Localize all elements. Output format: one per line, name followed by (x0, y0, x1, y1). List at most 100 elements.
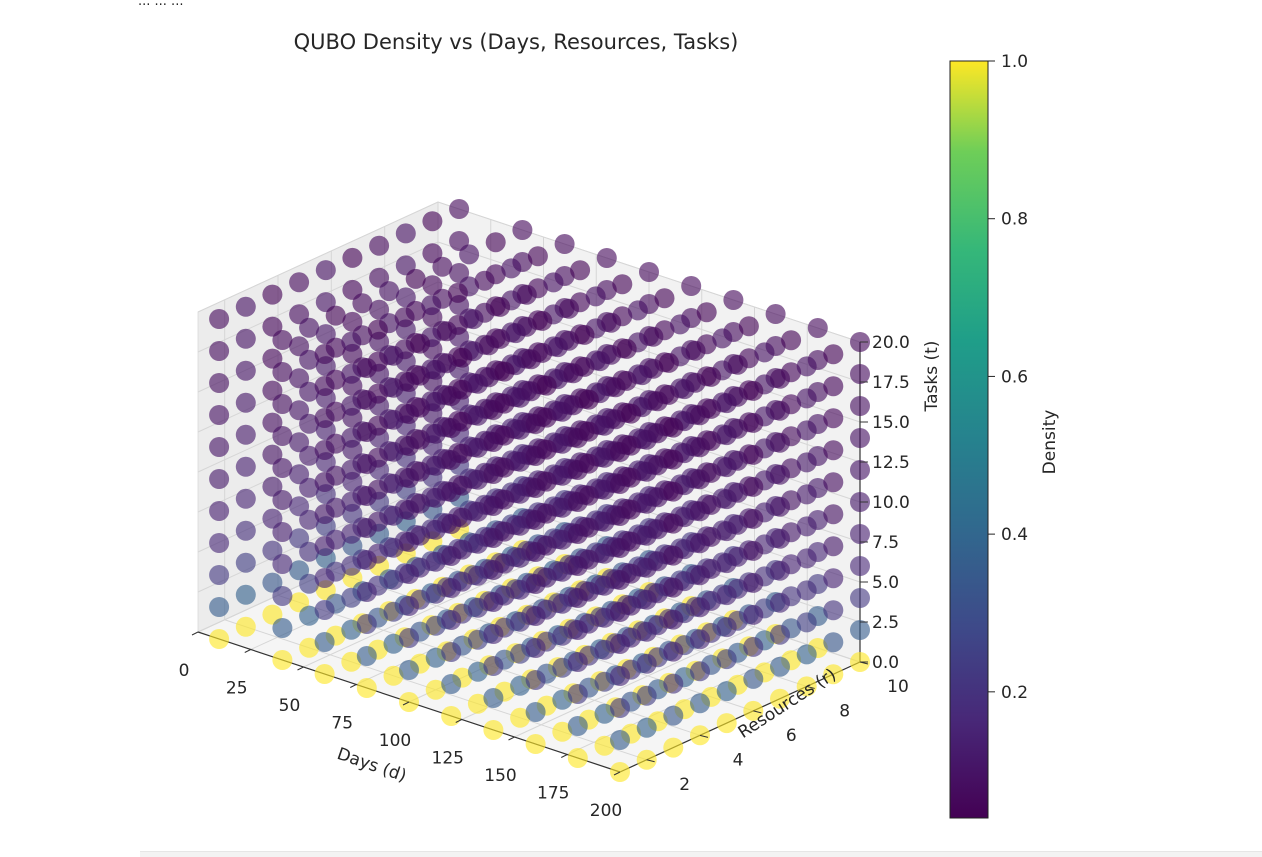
data-point (525, 670, 546, 690)
data-point (425, 615, 446, 636)
data-point (567, 524, 588, 544)
z-tick-label: 5.0 (872, 573, 899, 593)
data-point (823, 440, 844, 461)
data-point (823, 632, 844, 653)
data-point (594, 543, 615, 564)
data-point (510, 579, 531, 600)
data-point (449, 199, 470, 219)
data-point (299, 381, 320, 402)
data-point (209, 501, 230, 521)
data-point (483, 560, 504, 580)
data-point (585, 286, 606, 307)
data-point (441, 386, 462, 406)
data-point (432, 256, 453, 277)
data-point (636, 429, 657, 450)
data-point (314, 600, 335, 620)
data-point (399, 468, 419, 488)
data-point (610, 474, 630, 494)
data-point (670, 314, 691, 335)
data-point (356, 422, 377, 442)
x-tick-mark (297, 666, 304, 671)
data-point (299, 445, 320, 466)
data-point (690, 725, 710, 746)
data-point (299, 477, 320, 498)
data-point (552, 465, 573, 486)
data-point (610, 698, 630, 718)
data-point (383, 569, 404, 590)
data-point (527, 246, 548, 267)
data-point (743, 444, 764, 465)
data-point (436, 321, 457, 342)
data-point (690, 437, 710, 458)
data-point (516, 284, 537, 305)
data-point (727, 354, 748, 375)
data-point (341, 523, 362, 544)
data-point (850, 588, 870, 608)
data-point (610, 602, 630, 622)
data-point (616, 338, 637, 359)
x-tick-mark (613, 771, 621, 776)
data-point (823, 536, 844, 557)
data-point (690, 597, 710, 618)
colorbar-label: Density (1040, 410, 1060, 475)
data-point (636, 685, 657, 706)
data-point (510, 419, 531, 440)
data-point (701, 366, 722, 387)
data-point (567, 684, 588, 704)
data-point (356, 550, 377, 570)
data-point (425, 583, 446, 604)
y-tick-mark (699, 734, 709, 738)
data-point (483, 624, 504, 644)
data-point (209, 533, 230, 553)
data-point (796, 452, 817, 473)
data-point (552, 689, 573, 710)
colorbar-tick-label: 0.6 (1001, 367, 1028, 387)
data-point (743, 508, 764, 529)
data-point (554, 234, 575, 254)
data-point (341, 427, 362, 448)
data-point (552, 497, 573, 518)
x-tick-label: 200 (590, 801, 622, 821)
data-point (716, 617, 737, 638)
data-point (483, 400, 504, 420)
x-tick-mark (402, 701, 410, 706)
data-point (796, 548, 817, 569)
data-point (405, 268, 426, 289)
data-point (272, 554, 293, 574)
data-point (441, 610, 462, 630)
data-point (716, 713, 737, 734)
data-point (610, 730, 630, 750)
data-point (601, 312, 622, 333)
data-point (712, 328, 733, 349)
data-point (654, 288, 675, 309)
data-point (850, 460, 870, 480)
data-point (314, 504, 335, 524)
data-point (510, 387, 531, 408)
data-point (399, 628, 419, 648)
data-point (399, 404, 419, 424)
data-point (567, 492, 588, 512)
data-point (525, 638, 546, 658)
data-point (383, 537, 404, 558)
data-point (510, 515, 531, 536)
data-point (479, 335, 499, 356)
data-point (235, 584, 256, 605)
x-tick-label: 125 (432, 749, 464, 769)
data-point (574, 324, 595, 345)
data-point (596, 248, 617, 268)
y-tick-label: 6 (786, 726, 797, 746)
data-point (770, 688, 790, 709)
axis-ticks: 0 25 50 75 100 125 150 175 200 2 4 6 8 10 0.0 2.5 5.0 7.5… (179, 333, 910, 821)
data-point (567, 588, 588, 608)
data-point (685, 340, 706, 361)
data-point (425, 551, 446, 572)
data-point (796, 484, 817, 505)
data-point (594, 479, 615, 500)
data-point (425, 359, 446, 380)
x-tick-mark (191, 631, 199, 636)
z-tick-label: 2.5 (872, 613, 899, 633)
y-axis-line (619, 661, 861, 773)
data-point (770, 464, 790, 485)
data-point (272, 330, 293, 350)
